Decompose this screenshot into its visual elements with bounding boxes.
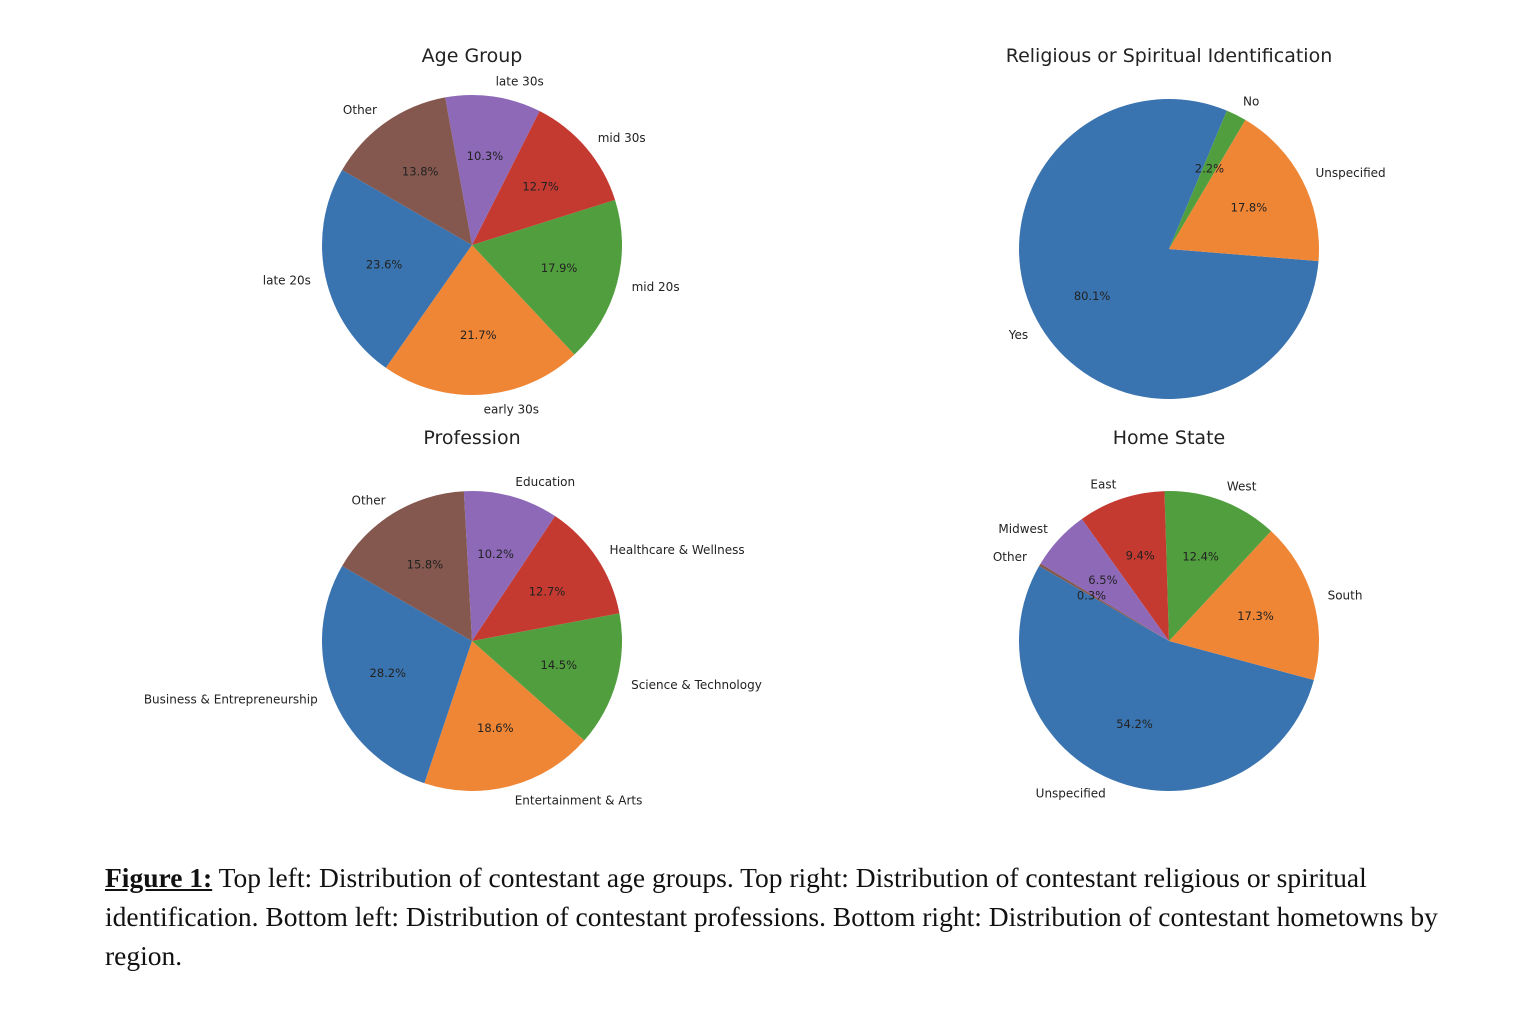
pie-slice-mid-20s xyxy=(472,199,622,355)
pie-slice-yes xyxy=(1018,98,1319,399)
slice-label-late-20s: late 20s xyxy=(263,274,311,288)
slice-label-unspecified: Unspecified xyxy=(1316,166,1386,180)
caption-text: Top left: Distribution of contestant age… xyxy=(105,862,1438,971)
pie-slice-east xyxy=(1081,491,1169,641)
pct-label-east: 9.4% xyxy=(1126,549,1155,563)
pie-slice-west xyxy=(1164,491,1272,641)
slice-label-late-30s: late 30s xyxy=(496,75,544,89)
pct-label-unspecified: 54.2% xyxy=(1116,717,1153,731)
pct-label-no: 2.2% xyxy=(1195,162,1224,176)
pct-label-yes: 80.1% xyxy=(1074,289,1111,303)
slice-label-healthcare-and-wellness: Healthcare & Wellness xyxy=(610,543,745,557)
pct-label-business-and-entrepreneurship: 28.2% xyxy=(370,666,407,680)
pct-label-other: 0.3% xyxy=(1077,588,1106,602)
home-state-pie: Home State 54.2% Unspecified 17.3% South 12.… xyxy=(993,427,1363,800)
home-state-title: Home State xyxy=(1113,427,1225,449)
pct-label-midwest: 6.5% xyxy=(1088,573,1117,587)
pct-label-education: 10.2% xyxy=(477,547,514,561)
slice-label-early-30s: early 30s xyxy=(484,403,539,417)
slice-label-unspecified: Unspecified xyxy=(1036,786,1106,800)
pie-slice-no xyxy=(1169,110,1246,250)
pie-slice-science-and-technology xyxy=(472,613,622,741)
figure-caption: Figure 1: Top left: Distribution of cont… xyxy=(105,858,1485,975)
pie-slice-education xyxy=(463,490,556,641)
slice-label-yes: Yes xyxy=(1008,328,1028,342)
age-group-pie: Age Group 23.6% late 20s 21.7% early 30s 17.… xyxy=(263,45,680,417)
age-group-title: Age Group xyxy=(422,45,523,67)
pie-slice-midwest xyxy=(1040,518,1169,641)
pie-slice-other xyxy=(1039,563,1169,641)
pct-label-other: 13.8% xyxy=(402,164,439,178)
pct-label-science-and-technology: 14.5% xyxy=(541,658,578,672)
pie-slice-business-and-entrepreneurship xyxy=(322,566,472,784)
pie-slice-entertainment-and-arts xyxy=(424,641,585,792)
pie-slice-early-30s xyxy=(385,245,575,395)
slice-label-entertainment-and-arts: Entertainment & Arts xyxy=(515,793,643,807)
pie-slice-other xyxy=(342,491,472,641)
slice-label-mid-30s: mid 30s xyxy=(598,131,646,145)
slice-label-science-and-technology: Science & Technology xyxy=(631,678,762,692)
pct-label-unspecified: 17.8% xyxy=(1231,201,1268,215)
slice-label-no: No xyxy=(1243,95,1259,109)
pie-slice-late-30s xyxy=(445,95,540,245)
pct-label-early-30s: 21.7% xyxy=(460,328,497,342)
pie-slice-mid-30s xyxy=(472,111,616,245)
caption-heading: Figure 1: xyxy=(105,862,213,893)
pie-slice-south xyxy=(1169,531,1320,681)
slice-label-south: South xyxy=(1328,588,1363,602)
pct-label-other: 15.8% xyxy=(407,557,444,571)
slice-label-other: Other xyxy=(993,550,1027,564)
slice-label-other: Other xyxy=(343,103,377,117)
pct-label-west: 12.4% xyxy=(1182,550,1219,564)
slice-label-west: West xyxy=(1227,480,1257,494)
slice-label-mid-20s: mid 20s xyxy=(632,280,680,294)
slice-label-east: East xyxy=(1090,478,1116,492)
profession-title: Profession xyxy=(423,427,520,449)
pie-slice-late-20s xyxy=(322,170,472,368)
religious-identification-pie: Religious or Spiritual Identification 80… xyxy=(1006,45,1386,399)
pie-slice-healthcare-and-wellness xyxy=(472,516,620,641)
pie-slice-unspecified xyxy=(1169,119,1319,262)
religious-identification-title: Religious or Spiritual Identification xyxy=(1006,45,1333,67)
pct-label-late-30s: 10.3% xyxy=(467,149,504,163)
pct-label-south: 17.3% xyxy=(1237,609,1274,623)
slice-label-other: Other xyxy=(352,493,386,507)
slice-label-midwest: Midwest xyxy=(998,522,1048,536)
slice-label-education: Education xyxy=(515,475,575,489)
pct-label-mid-20s: 17.9% xyxy=(541,261,578,275)
pct-label-late-20s: 23.6% xyxy=(366,257,403,271)
slice-label-business-and-entrepreneurship: Business & Entrepreneurship xyxy=(144,693,318,707)
pie-slice-unspecified xyxy=(1018,566,1314,792)
pie-slice-other xyxy=(342,97,472,246)
pct-label-entertainment-and-arts: 18.6% xyxy=(477,721,514,735)
pct-label-mid-30s: 12.7% xyxy=(522,180,559,194)
figure-pie-charts: Age Group 23.6% late 20s 21.7% early 30s 17.… xyxy=(144,45,1386,807)
pct-label-healthcare-and-wellness: 12.7% xyxy=(529,584,566,598)
profession-pie: Profession 28.2% Business & Entrepreneurs… xyxy=(144,427,762,807)
